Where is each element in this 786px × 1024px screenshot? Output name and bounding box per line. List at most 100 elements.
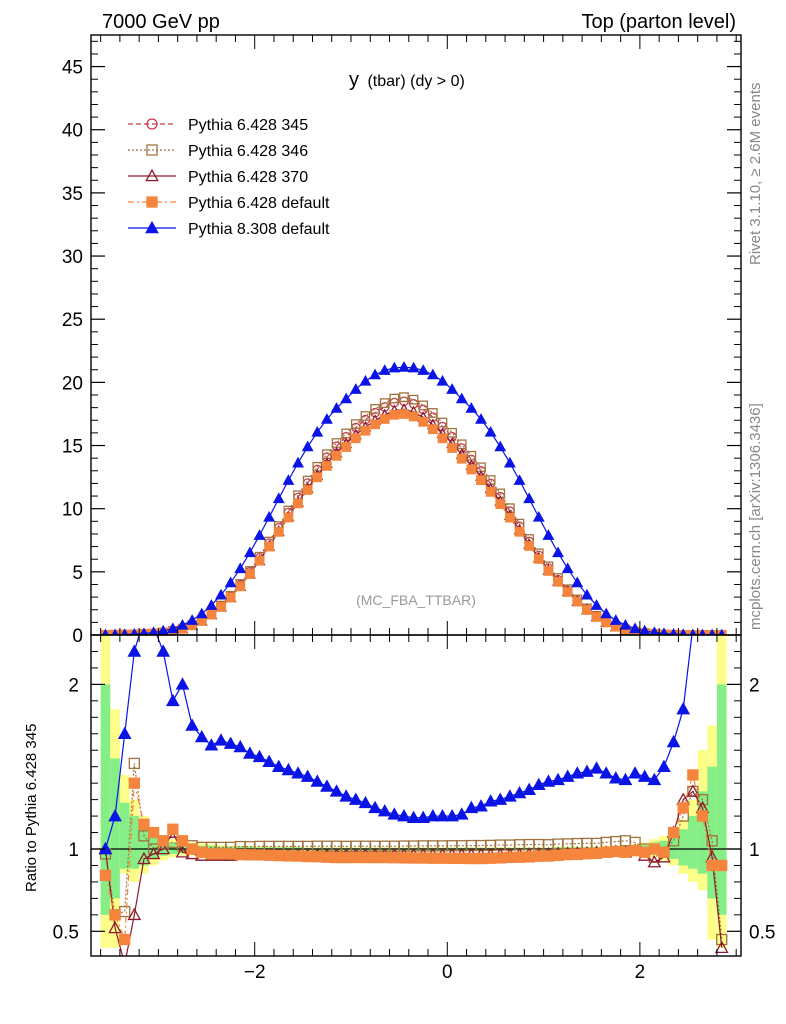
uncertainty-band-1sigma <box>119 802 130 869</box>
axes-group: 0 5 10 15 20 25 30 35 40 45 0.5 0.5 1 1 2 2 −2 0 2 <box>53 34 775 983</box>
ratio-point <box>156 644 171 657</box>
ratio-point <box>610 845 622 858</box>
ratio-y-tick-label: 2 <box>68 675 79 696</box>
ratio-point <box>194 729 209 743</box>
uncertainty-band-1sigma <box>716 684 727 915</box>
legend-label: Pythia 6.428 345 <box>188 117 308 134</box>
data-point <box>542 529 555 540</box>
ratio-point <box>570 766 585 779</box>
data-point <box>418 400 429 411</box>
uncertainty-band-1sigma <box>707 766 717 899</box>
ratio-point <box>417 852 429 864</box>
data-point <box>514 526 525 537</box>
ratio-point <box>647 772 662 786</box>
ratio-point <box>388 852 400 864</box>
data-point <box>437 433 448 444</box>
data-point <box>407 361 420 373</box>
plot-title-variable: y <box>349 69 359 91</box>
data-point <box>513 474 526 485</box>
data-point <box>553 576 563 587</box>
ratio-point <box>311 851 323 863</box>
ratio-point <box>340 851 352 864</box>
ratio-point <box>348 792 363 805</box>
data-point <box>505 503 515 514</box>
ratio-point <box>629 844 641 857</box>
legend-marker <box>146 144 158 156</box>
legend-item: Pythia 6.428 default <box>128 195 330 212</box>
uncertainty-band-1sigma <box>110 758 120 899</box>
uncertainty-band-1sigma <box>668 837 679 859</box>
ratio-point <box>398 852 410 864</box>
data-point <box>476 475 486 485</box>
ratio-point <box>263 849 275 861</box>
ratio-point <box>667 826 680 839</box>
ratio-point <box>273 849 285 862</box>
data-point <box>399 409 409 419</box>
ratio-uncertainty-bands <box>100 635 727 948</box>
x-tick-label: 2 <box>635 962 646 983</box>
ratio-point <box>252 749 267 763</box>
plot-title-rest: (tbar) (dy > 0) <box>367 73 464 90</box>
ratio-point <box>128 757 140 770</box>
ratio-point <box>706 859 718 872</box>
ratio-pythia-6-428-default <box>99 769 728 946</box>
ratio-point <box>666 734 681 748</box>
data-point <box>320 413 333 424</box>
y-tick-label: 20 <box>62 373 83 394</box>
data-point <box>437 417 448 428</box>
data-point <box>582 605 592 615</box>
data-point <box>322 461 332 471</box>
data-point <box>426 368 439 380</box>
ratio-point <box>647 855 662 868</box>
ratio-point <box>282 850 295 862</box>
series-pythia-8-308-default <box>101 361 726 635</box>
ratio-point <box>137 851 151 865</box>
data-point <box>195 607 208 619</box>
ratio-point <box>465 852 478 865</box>
ratio-point <box>223 736 238 749</box>
plot-title: y (tbar) (dy > 0) <box>349 69 465 91</box>
ratio-point <box>127 644 142 657</box>
uncertainty-band-1sigma <box>100 684 111 915</box>
ratio-point <box>262 754 277 768</box>
data-point <box>330 402 343 413</box>
data-point <box>485 487 496 497</box>
ratio-point <box>552 849 564 862</box>
data-point <box>186 614 199 625</box>
ratio-point <box>416 810 431 823</box>
ratio-point <box>397 808 411 822</box>
data-point <box>272 492 285 504</box>
ratio-point <box>542 850 555 862</box>
ratio-point <box>512 785 527 799</box>
data-point <box>359 374 372 386</box>
uncertainty-band-1sigma <box>139 829 149 866</box>
data-point <box>619 618 632 630</box>
data-point <box>254 555 265 566</box>
ratio-point <box>522 782 537 795</box>
data-point <box>503 456 516 468</box>
data-point <box>148 626 159 635</box>
ratio-point <box>310 774 325 787</box>
data-point <box>120 628 129 635</box>
ratio-point <box>406 810 421 823</box>
data-point <box>379 414 390 424</box>
data-point <box>139 627 149 635</box>
uncertainty-band-1sigma <box>688 816 698 869</box>
uncertainty-band-1sigma <box>697 791 708 874</box>
x-tick-label: −2 <box>244 962 266 983</box>
data-point <box>176 618 189 630</box>
data-point <box>111 628 119 635</box>
data-point <box>601 617 612 628</box>
ratio-point <box>425 808 440 822</box>
data-point <box>370 419 380 430</box>
ratio-point <box>648 843 660 855</box>
ratio-point <box>581 848 593 860</box>
ratio-point <box>483 794 498 807</box>
ratio-point <box>714 940 729 954</box>
data-point <box>465 402 478 413</box>
data-point <box>552 546 564 558</box>
data-point <box>436 374 449 386</box>
legend-item: Pythia 8.308 default <box>128 220 330 238</box>
legend-marker <box>145 220 159 234</box>
y-tick-label: 40 <box>62 121 83 142</box>
